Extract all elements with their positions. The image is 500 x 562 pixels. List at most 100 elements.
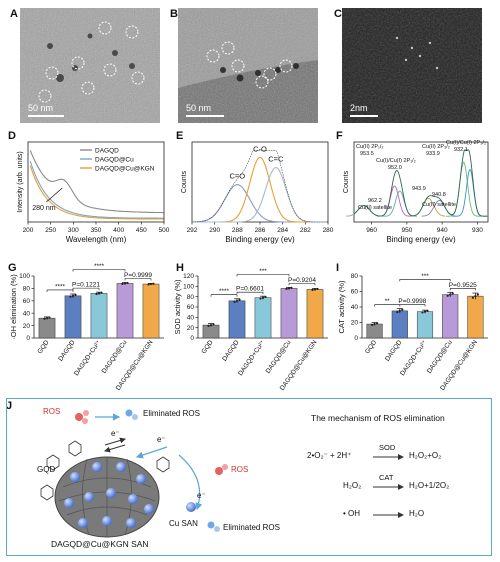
data-point: [421, 311, 424, 314]
data-point: [207, 324, 210, 327]
data-point: [123, 282, 127, 285]
chart-e: 292 290 288 286 284 282 280 Binding energy (ev)…: [181, 141, 334, 244]
data-point: [423, 310, 427, 313]
x-tick-label: 400: [113, 227, 124, 234]
tem-image-b: 50 nm: [178, 8, 318, 123]
y-tick-label: 80: [351, 273, 359, 280]
significance-label: ****: [94, 263, 105, 270]
peak-curve: [452, 168, 487, 217]
mechanism-box: ROS Eliminated ROS e⁻ e⁻ e⁻ GQD ROS Cu S…: [6, 398, 492, 556]
category-label: GQD: [364, 339, 378, 355]
scale-label-b: 50 nm: [186, 103, 212, 113]
eliminated-ros-top: Eliminated ROS: [143, 409, 200, 418]
category-label: DAGQD+Cu²⁺: [399, 339, 429, 378]
y-tick-label: 20: [187, 325, 195, 332]
data-point: [446, 294, 449, 297]
bar: [38, 317, 56, 339]
data-point: [471, 296, 474, 299]
data-point: [396, 310, 399, 314]
x-tick-label: 960: [366, 227, 377, 234]
y-tick-label: 100: [183, 284, 194, 291]
structure-label: DAGQD@Cu@KGN SAN: [51, 539, 149, 549]
bar: [64, 295, 82, 339]
data-point: [121, 282, 124, 286]
y-tick-label: 60: [351, 289, 359, 296]
annotation-arrow: [46, 187, 63, 203]
category-label: DAGQD@Cu: [101, 339, 129, 375]
chart-i: 0 20 40 60 80 CAT activity (%) GQD DAGQDDAGQD+C…: [337, 273, 488, 392]
x-tick-label: 282: [300, 227, 311, 234]
category-label: GQD: [200, 339, 214, 355]
y-tick-label: 20: [23, 323, 31, 330]
reaction-3-left: • OH: [343, 509, 361, 518]
tem-b-texture: [178, 8, 318, 123]
panel-label-f: F: [336, 130, 343, 142]
data-point: [401, 308, 404, 311]
data-point: [238, 298, 241, 301]
ros-molecule-left: [75, 410, 89, 424]
ros-label-right: ROS: [231, 465, 249, 474]
reaction-2-left: H₂O₂: [343, 481, 362, 490]
peak-curve: [446, 161, 481, 217]
annotation-value: 952.0: [388, 165, 402, 171]
significance-label: P=0.9999: [124, 272, 152, 279]
annotation-label: 940.8: [432, 192, 446, 198]
data-point: [287, 287, 291, 290]
category-label: DAGQD+Cu²⁺: [237, 339, 267, 378]
plot-frame: [191, 141, 329, 223]
data-point: [45, 317, 49, 320]
x-tick-label: 292: [187, 227, 198, 234]
scale-bar-c: [350, 115, 378, 117]
data-point: [426, 309, 429, 312]
electron-label-1: e⁻: [111, 429, 120, 438]
ros-molecule-right: [215, 464, 228, 475]
data-point: [264, 295, 267, 299]
significance-label: ****: [55, 283, 66, 290]
ros-label-left: ROS: [43, 407, 61, 416]
data-point: [43, 317, 46, 320]
bar: [442, 294, 459, 339]
peak-curve: [376, 185, 412, 217]
cu-san-label: Cu SAN: [169, 519, 198, 528]
chart-f: 960 950 940 930 Binding energy (ev) Counts Cu(…: [343, 140, 489, 244]
panel-label-a: A: [10, 8, 18, 20]
plot-frame: [353, 141, 489, 223]
reaction-1-left: 2•O₂⁻ + 2H⁺: [307, 451, 352, 460]
data-point: [74, 293, 77, 297]
eliminated-molecule-top: [125, 409, 138, 420]
data-point: [474, 295, 477, 298]
x-tick-label: 284: [277, 227, 288, 234]
panel-label-g: G: [8, 262, 17, 274]
fullerene-structure: [40, 440, 170, 538]
significance-label: P=0.6601: [236, 286, 264, 293]
data-point: [449, 293, 452, 296]
bar: [228, 300, 246, 339]
panel-label-d: D: [8, 130, 16, 142]
bar: [280, 288, 298, 339]
data-point: [69, 295, 72, 298]
x-axis-label: Wavelength (nm): [66, 235, 127, 244]
annotation-label: 962.2: [368, 198, 382, 204]
reaction-2-right: H₂O+1/2O₂: [409, 481, 450, 490]
y-tick-label: 80: [23, 286, 31, 293]
bar: [391, 310, 408, 339]
scale-label-a: 50 nm: [28, 103, 54, 113]
data-point: [48, 316, 51, 319]
data-point: [209, 323, 213, 327]
annotation-280nm: 280 nm: [32, 205, 56, 212]
significance-label: P=0.1221: [72, 282, 100, 289]
data-point: [476, 293, 479, 296]
category-label: DAGQD: [221, 339, 241, 363]
reaction-3-right: H₂O: [409, 509, 425, 518]
panel-label-h: H: [176, 262, 184, 274]
tem-c-texture: [342, 8, 482, 123]
y-axis-label: ·OH elimination (%): [9, 274, 18, 340]
panel-label-i: I: [336, 262, 340, 274]
y-axis-label: Counts: [181, 170, 188, 193]
mechanism-svg: [40, 409, 404, 538]
x-tick-label: 930: [472, 227, 483, 234]
annotation-label: Cu(I)/Cu(I) 2P₃/₂: [446, 140, 486, 146]
data-point: [290, 286, 293, 289]
significance-label: **: [385, 298, 391, 305]
bar: [142, 283, 160, 339]
